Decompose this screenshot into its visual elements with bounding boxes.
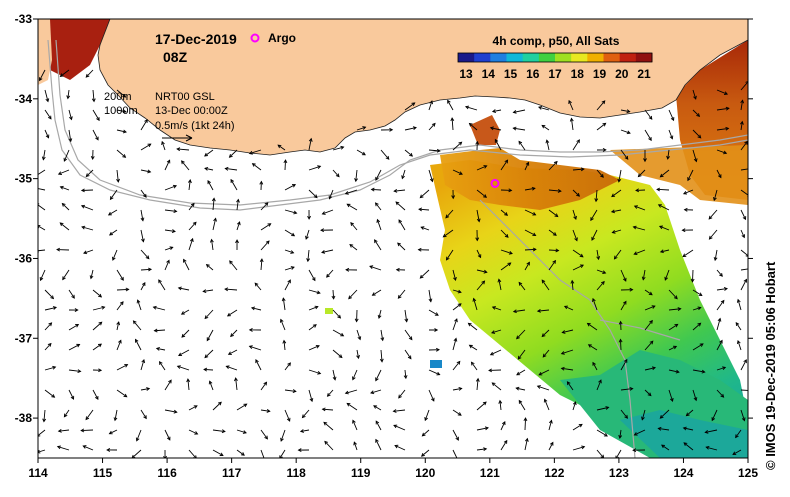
current-vector-head <box>750 389 753 392</box>
colorbar-tick-label: 20 <box>615 67 629 81</box>
colorbar-tick-label: 19 <box>593 67 607 81</box>
current-vector-head <box>750 267 753 270</box>
colorbar <box>458 53 653 62</box>
sst-speck <box>430 360 442 368</box>
colorbar-swatch <box>555 53 572 62</box>
x-tick-label: 118 <box>287 466 307 480</box>
colorbar-tick-label: 14 <box>482 67 496 81</box>
colorbar-swatch <box>587 53 604 62</box>
colorbar-swatch <box>539 53 556 62</box>
x-tick-label: 123 <box>609 466 629 480</box>
x-tick-label: 122 <box>544 466 564 480</box>
credit-label: © IMOS 19-Dec-2019 05:06 Hobart <box>763 262 778 470</box>
colorbar-swatch <box>636 53 653 62</box>
x-tick-label: 116 <box>157 466 177 480</box>
x-tick-label: 121 <box>480 466 500 480</box>
current-vector <box>692 270 693 282</box>
y-tick-label: -35 <box>15 172 33 186</box>
colorbar-title: 4h comp, p50, All Sats <box>493 34 620 48</box>
argo-legend-label: Argo <box>268 31 296 45</box>
colorbar-swatch <box>474 53 491 62</box>
map-date: 17-Dec-2019 <box>155 31 237 47</box>
current-vector-head <box>33 187 36 190</box>
x-tick-label: 120 <box>415 466 435 480</box>
colorbar-ticks: 13 14 15 16 17 18 19 20 21 <box>459 67 651 81</box>
y-tick-label: -34 <box>15 92 33 106</box>
data-source-date: 13-Dec 00:00Z <box>155 105 228 117</box>
x-tick-label: 114 <box>28 466 48 480</box>
x-axis: 114 115 116 117 118 119 120 121 122 123 124 125 <box>28 458 758 480</box>
colorbar-swatch <box>507 53 524 62</box>
current-vector <box>81 430 93 431</box>
current-vector <box>525 418 526 430</box>
colorbar-swatch <box>523 53 540 62</box>
colorbar-swatch <box>620 53 637 62</box>
x-tick-label: 124 <box>673 466 693 480</box>
colorbar-tick-label: 17 <box>548 67 562 81</box>
colorbar-tick-label: 21 <box>637 67 651 81</box>
y-tick-label: -37 <box>15 331 33 345</box>
isobath-200-label: 200m <box>104 91 132 103</box>
colorbar-tick-label: 18 <box>571 67 585 81</box>
isobath-1000-label: 1000m <box>104 105 138 117</box>
y-tick-label: -33 <box>15 12 33 26</box>
colorbar-tick-label: 13 <box>459 67 473 81</box>
map-time: 08Z <box>163 49 188 65</box>
vector-scale-label: 0.5m/s (1kt 24h) <box>155 120 234 132</box>
current-vector <box>117 289 129 290</box>
current-vector <box>657 189 669 190</box>
data-source-label: NRT00 GSL <box>155 91 215 103</box>
colorbar-swatch <box>458 53 475 62</box>
current-vector-head <box>263 458 266 461</box>
colorbar-tick-label: 15 <box>504 67 518 81</box>
x-tick-label: 119 <box>351 466 371 480</box>
colorbar-swatch <box>604 53 621 62</box>
sst-speck <box>325 308 333 314</box>
y-tick-label: -36 <box>15 251 33 265</box>
colorbar-swatch <box>490 53 507 62</box>
x-tick-label: 125 <box>738 466 758 480</box>
x-tick-label: 117 <box>222 466 242 480</box>
colorbar-swatch <box>571 53 588 62</box>
x-tick-label: 115 <box>93 466 113 480</box>
colorbar-tick-label: 16 <box>526 67 540 81</box>
y-tick-label: -38 <box>15 411 33 425</box>
current-vector-head <box>750 167 753 170</box>
